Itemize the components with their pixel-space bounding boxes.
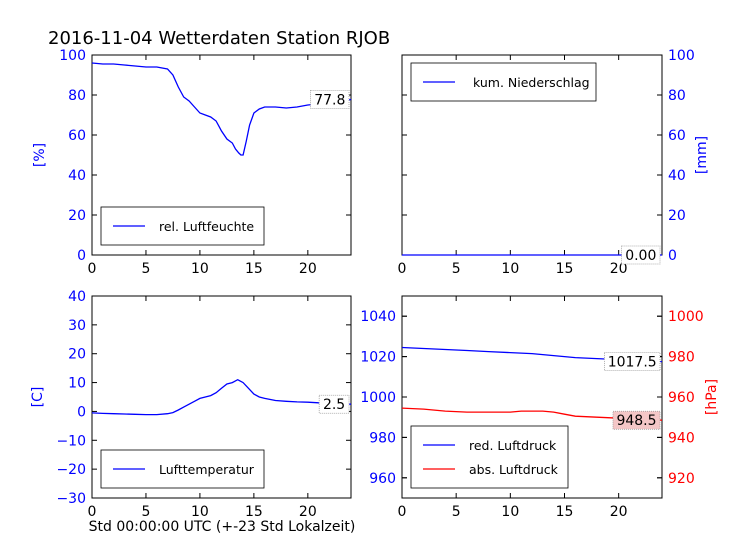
y-axis-label: [mm] (694, 136, 710, 174)
y-tick-label-right: 0 (668, 248, 677, 264)
x-tick-label: 0 (398, 261, 407, 277)
y-tick-label-right: 920 (668, 471, 695, 487)
chart-panel-3: 0 5 10 15 20 −30 −20 −10 0 10 20 30 40 [C] 2.5 Lufttemp… (30, 289, 352, 520)
legend: rel. Luftfeuchte (100, 206, 265, 246)
y-tick-label: 80 (68, 88, 86, 104)
y-tick-label: 1000 (360, 390, 396, 406)
x-tick-label: 5 (141, 261, 150, 277)
legend-label: rel. Luftfeuchte (159, 219, 254, 234)
y-tick-label-right: 40 (668, 168, 686, 184)
y-tick-label-right: 80 (668, 88, 686, 104)
y-tick-label: −20 (56, 462, 86, 478)
legend: Lufttemperatur (100, 449, 265, 489)
y-tick-label-right: 1000 (668, 309, 704, 325)
y-tick-label: 0 (77, 248, 86, 264)
series-line-1 (91, 378, 352, 416)
y-tick-label-right: 100 (668, 48, 695, 64)
x-tick-label: 10 (501, 261, 519, 277)
y-tick-label: 40 (68, 289, 86, 305)
legend: kum. Niederschlag (410, 62, 597, 102)
x-tick-label: 0 (398, 504, 407, 520)
y-axis-label: [hPa] (704, 379, 720, 415)
legend-label: kum. Niederschlag (473, 75, 590, 90)
x-tick-label: 0 (88, 504, 97, 520)
y-tick-label: −10 (56, 433, 86, 449)
y-tick-label: 20 (68, 208, 86, 224)
y-tick-label: −30 (56, 491, 86, 507)
y-tick-label-right: 960 (668, 390, 695, 406)
x-tick-label: 10 (191, 504, 209, 520)
legend: red. Luftdruck abs. Luftdruck (410, 425, 569, 489)
y-tick-label-right: 20 (668, 208, 686, 224)
last-value-box (310, 90, 350, 109)
last-value-box (621, 245, 661, 265)
x-tick-label: 20 (299, 261, 317, 277)
y-tick-label: 100 (59, 48, 86, 64)
x-tick-label: 5 (452, 261, 461, 277)
x-tick-label: 20 (610, 504, 628, 520)
y-tick-label: 20 (68, 347, 86, 363)
y-tick-label: 1020 (360, 350, 396, 366)
y-tick-label-right: 980 (668, 350, 695, 366)
last-value-box (318, 394, 350, 414)
x-tick-label: 15 (245, 504, 263, 520)
x-tick-label: 5 (452, 504, 461, 520)
x-tick-label: 0 (88, 261, 97, 277)
chart-panel-4: 0 5 10 15 20 960 980 1000 1020 1040 920 940 960 980 10… (360, 295, 720, 520)
last-value-label: 0.00 (625, 248, 656, 264)
y-tick-label: 980 (369, 430, 396, 446)
x-tick-label: 20 (610, 261, 628, 277)
shared-x-axis-label: Std 00:00:00 UTC (+-23 Std Lokalzeit) (89, 519, 356, 535)
x-tick-label: 15 (245, 261, 263, 277)
y-axis-label: [C] (30, 387, 46, 408)
figure-title: 2016-11-04 Wetterdaten Station RJOB (48, 28, 390, 49)
x-tick-label: 15 (556, 504, 574, 520)
series-line-1 (91, 62, 352, 156)
y-tick-label: 960 (369, 471, 396, 487)
y-tick-label: 60 (68, 128, 86, 144)
last-value-label: 948.5 (616, 413, 656, 429)
y-tick-label: 1040 (360, 309, 396, 325)
legend-label: Lufttemperatur (159, 462, 255, 477)
x-tick-label: 10 (191, 261, 209, 277)
x-tick-label: 15 (556, 261, 574, 277)
last-value-label: 77.8 (314, 92, 345, 108)
y-tick-label: 0 (77, 404, 86, 420)
last-value-box (604, 352, 661, 372)
legend-label: abs. Luftdruck (469, 462, 559, 477)
legend-box (410, 425, 569, 489)
last-value-label: 2.5 (323, 397, 345, 413)
y-tick-label-right: 940 (668, 430, 695, 446)
chart-panel-2: 0 5 10 15 20 0 20 40 60 80 100 [mm] 0.00 kum. Nieders… (398, 48, 710, 277)
x-tick-label: 10 (501, 504, 519, 520)
x-tick-label: 5 (141, 504, 150, 520)
x-tick-label: 20 (299, 504, 317, 520)
y-tick-label-right: 60 (668, 128, 686, 144)
legend-label: red. Luftdruck (469, 438, 557, 453)
last-value-label: 1017.5 (608, 355, 657, 371)
y-tick-label: 40 (68, 168, 86, 184)
chart-panel-1: 0 5 10 15 20 0 20 40 60 80 100 [%] 77.8 rel. Luftfeuc… (32, 48, 352, 277)
y-tick-label: 10 (68, 376, 86, 392)
y-tick-label: 30 (68, 318, 86, 334)
series-line-2 (401, 407, 663, 421)
last-value-box (612, 410, 661, 430)
y-axis-label: [%] (32, 143, 48, 167)
